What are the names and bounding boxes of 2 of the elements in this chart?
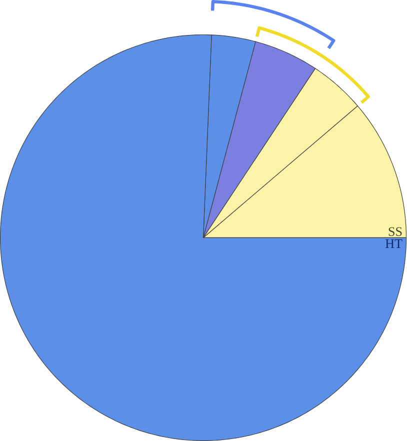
slice-label: HT <box>386 239 403 248</box>
slice-label: SS <box>389 227 402 236</box>
